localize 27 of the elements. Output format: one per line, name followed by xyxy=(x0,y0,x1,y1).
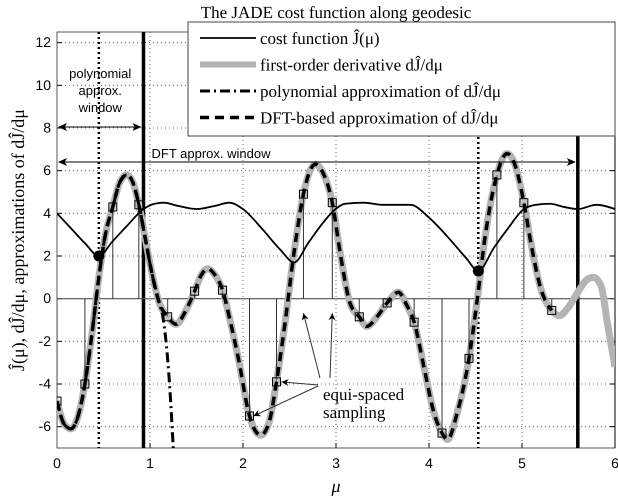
x-tick-label: 1 xyxy=(146,454,154,471)
x-tick-label: 2 xyxy=(239,454,248,471)
x-tick-label: 4 xyxy=(425,454,434,471)
y-tick-label: -6 xyxy=(38,418,52,434)
annotation: DFT approx. window xyxy=(151,146,272,161)
y-tick-label: 4 xyxy=(43,204,52,221)
y-tick-label: 8 xyxy=(43,119,52,136)
x-axis-title: μ xyxy=(330,476,341,496)
y-axis-title: Ĵ(μ), dĴ/dμ, approximations of dĴ/dμ xyxy=(8,109,28,371)
annotation: equi-spaced sampling xyxy=(323,385,405,422)
legend-label: first-order derivative dĴ/dμ xyxy=(260,56,443,74)
chart-title: The JADE cost function along geodesic xyxy=(200,3,472,22)
legend-label: polynomial approximation of dĴ/dμ xyxy=(260,82,501,101)
annotation: polynomial approx. window xyxy=(69,66,132,115)
y-tick-label: -2 xyxy=(38,332,52,349)
x-tick-label: 0 xyxy=(53,454,62,471)
y-tick-label: 2 xyxy=(43,247,52,264)
x-tick-label: 6 xyxy=(611,454,618,471)
x-tick-label: 5 xyxy=(518,454,526,471)
legend-label: cost function Ĵ(μ) xyxy=(260,29,380,48)
y-tick-label: 12 xyxy=(35,34,52,50)
y-tick-label: 10 xyxy=(35,76,52,93)
x-tick-label: 3 xyxy=(332,454,340,471)
y-tick-label: 0 xyxy=(43,290,52,306)
y-tick-label: 6 xyxy=(43,162,52,178)
legend-label: DFT-based approximation of dĴ/dμ xyxy=(260,108,498,128)
y-tick-label: -4 xyxy=(38,375,52,392)
